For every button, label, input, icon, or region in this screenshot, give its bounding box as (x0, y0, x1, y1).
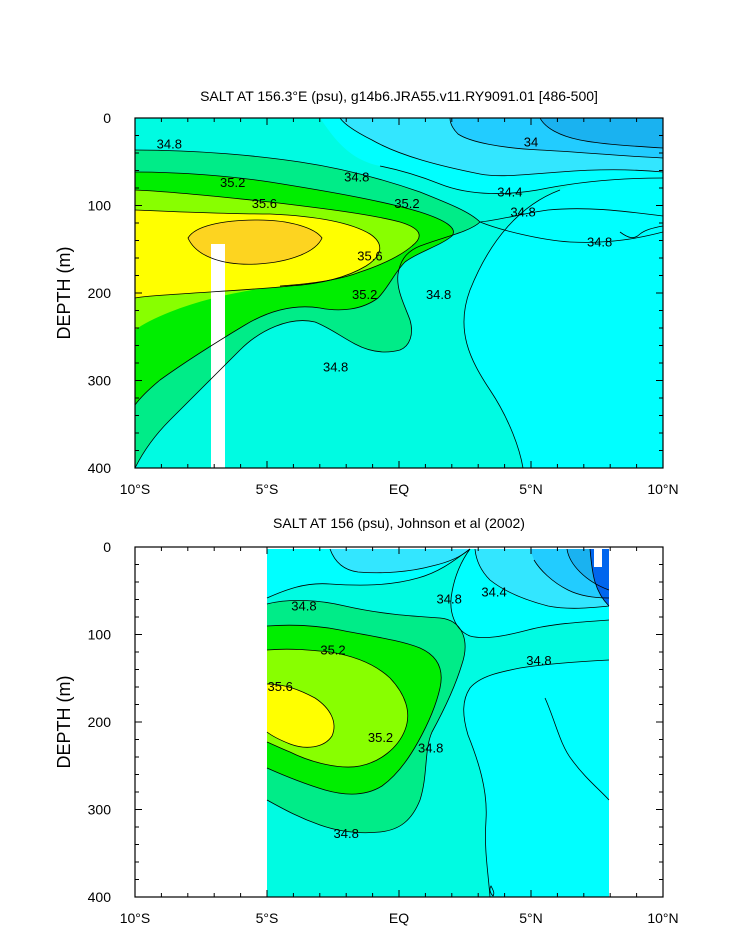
missing-data-column (211, 244, 225, 468)
y-tick-label: 100 (88, 198, 112, 214)
band-below-34.0 (540, 118, 663, 148)
contour-label: 34.8 (323, 359, 348, 374)
contour-35.6 (266, 683, 335, 748)
contour-33.8 (589, 548, 610, 607)
contour-label: 34.8 (291, 599, 316, 614)
contour-34.0 (539, 118, 663, 149)
band-34.6-34.8-south (135, 118, 663, 468)
contour-35.4 (266, 648, 409, 768)
contour-label: 34.8 (418, 740, 443, 755)
contour-label: 34.8 (510, 205, 535, 220)
contour-label: 34.8 (334, 826, 359, 841)
contour-34.2 (449, 118, 663, 159)
y-tick-label: 300 (88, 373, 112, 389)
contour-label: 35.6 (268, 679, 293, 694)
panel-2-title: SALT AT 156 (psu), Johnson et al (2002) (273, 515, 525, 531)
y-tick-label: 200 (88, 285, 112, 301)
y-tick-label: 400 (88, 889, 112, 905)
contour-label: 35.2 (320, 642, 345, 657)
x-tick-label: 10°S (120, 910, 151, 926)
x-tick-label: 10°S (120, 481, 151, 497)
panel-1-ylabel: DEPTH (m) (54, 247, 74, 340)
panel-2-filled-contours (266, 548, 610, 897)
panel-1-axes: 10°S 5°S EQ 5°N 10°N 0 100 200 300 400 (88, 110, 679, 497)
contour-label: 34.8 (426, 287, 451, 302)
contour-34.8-east (479, 221, 663, 243)
contour-34.7-east (544, 697, 610, 801)
panel-2-contour-labels: 34.8 34.8 34.4 35.2 34.8 35.6 35.2 34.8 34.8 (268, 585, 552, 842)
panel-model-salinity: SALT AT 156.3°E (psu), g14b6.JRA55.v11.R… (54, 88, 679, 497)
contour-label: 35.6 (357, 248, 382, 263)
contour-small-loop (489, 885, 495, 897)
contour-35.4-lower (279, 245, 413, 287)
contour-35.2-upper (135, 171, 454, 237)
contour-label: 34.4 (497, 184, 522, 199)
panel-2-ylabel: DEPTH (m) (54, 676, 74, 769)
missing-data-notch (594, 549, 602, 567)
contour-label: 35.2 (394, 196, 419, 211)
x-tick-label: 10°N (647, 481, 678, 497)
contour-34.8-mid (479, 208, 663, 223)
contour-34.8-upper (135, 149, 481, 223)
contour-label: 35.2 (352, 287, 377, 302)
x-tick-label: 5°S (256, 481, 279, 497)
contour-label: 34.8 (437, 592, 462, 607)
contour-34.0 (566, 548, 610, 591)
contour-label: 34.8 (157, 136, 182, 151)
contour-34.2 (533, 559, 610, 599)
contour-label: 34.8 (587, 234, 612, 249)
y-tick-label: 400 (88, 460, 112, 476)
contour-34.7-deep (463, 189, 561, 468)
contour-35.8 (187, 219, 323, 265)
x-tick-label: 10°N (647, 910, 678, 926)
contour-34.4 (339, 118, 663, 177)
y-tick-label: 300 (88, 802, 112, 818)
contour-35.0-lower (135, 221, 481, 468)
contour-34.8-west (266, 548, 471, 599)
contour-35.4-upper (135, 189, 420, 247)
contour-34.8-kink (619, 225, 663, 238)
contour-label: 34.4 (481, 585, 506, 600)
contour-34.6-west (329, 548, 471, 574)
contour-34.7-deep (463, 659, 610, 897)
y-tick-label: 100 (88, 627, 112, 643)
contour-34.4 (474, 548, 610, 609)
contour-label: 34.8 (526, 653, 551, 668)
contour-35.2 (266, 624, 442, 795)
panel-1-title: SALT AT 156.3°E (psu), g14b6.JRA55.v11.R… (200, 88, 598, 104)
y-tick-label: 0 (103, 539, 111, 555)
contour-35.0 (266, 599, 466, 834)
panel-1-filled-contours (135, 118, 663, 468)
contour-34.8-central (450, 548, 610, 638)
band-34.6-34.8 (450, 549, 609, 897)
contour-label: 35.6 (252, 196, 277, 211)
panel-observed-salinity: SALT AT 156 (psu), Johnson et al (2002) (54, 515, 679, 926)
panel-1-contour-labels: 34.8 35.2 34.8 35.6 35.2 34.4 34.8 34 34.8 35.6 35… (157, 135, 613, 375)
panel-2-axes: 10°S 5°S EQ 5°N 10°N 0 100 200 300 400 (88, 539, 679, 926)
contour-35.6 (135, 209, 381, 299)
x-tick-label: 5°N (519, 481, 543, 497)
x-tick-label: EQ (389, 481, 409, 497)
contour-label: 35.2 (220, 175, 245, 190)
band-34.4-34.6-west (330, 549, 470, 573)
x-tick-label: 5°N (519, 910, 543, 926)
x-tick-label: EQ (389, 910, 409, 926)
contour-label: 34 (524, 135, 538, 150)
contour-35.2-lower (135, 235, 453, 406)
contour-34.6 (379, 165, 663, 194)
x-tick-label: 5°S (256, 910, 279, 926)
contour-label: 35.2 (368, 730, 393, 745)
y-tick-label: 0 (103, 110, 111, 126)
contour-label: 34.8 (344, 170, 369, 185)
y-tick-label: 200 (88, 714, 112, 730)
